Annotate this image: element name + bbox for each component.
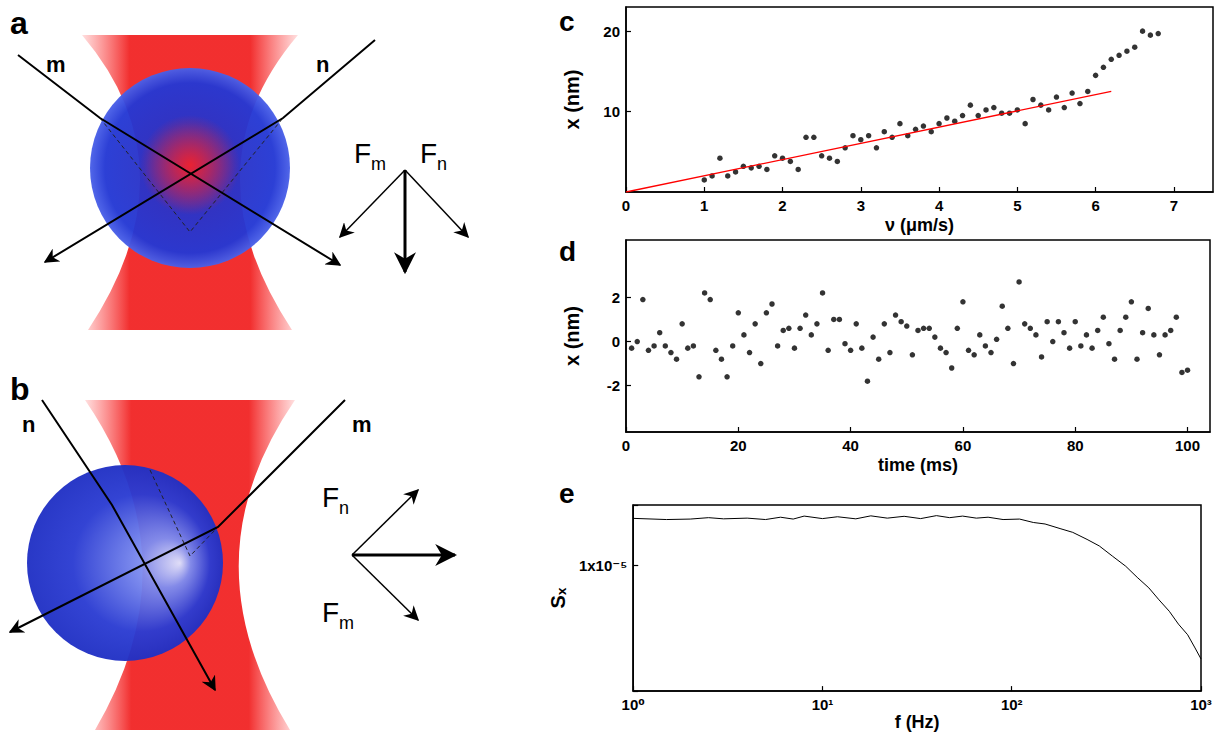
svg-text:3: 3 bbox=[857, 197, 865, 214]
svg-text:n: n bbox=[316, 52, 329, 77]
svg-text:5: 5 bbox=[1013, 197, 1021, 214]
svg-text:1: 1 bbox=[700, 197, 708, 214]
svg-text:Fn: Fn bbox=[420, 138, 447, 174]
svg-text:6: 6 bbox=[1091, 197, 1099, 214]
svg-text:n: n bbox=[22, 412, 35, 437]
svg-text:m: m bbox=[46, 52, 66, 77]
svg-text:10²: 10² bbox=[1001, 696, 1023, 713]
svg-text:0: 0 bbox=[612, 333, 620, 350]
svg-text:Fm: Fm bbox=[354, 138, 386, 174]
svg-text:x (nm): x (nm) bbox=[561, 70, 583, 130]
svg-text:Sₓ: Sₓ bbox=[547, 587, 569, 608]
svg-text:Fm: Fm bbox=[322, 597, 354, 633]
svg-text:10⁰: 10⁰ bbox=[622, 696, 645, 713]
svg-text:time (ms): time (ms) bbox=[878, 455, 958, 475]
svg-text:10¹: 10¹ bbox=[812, 696, 834, 713]
svg-text:80: 80 bbox=[1067, 437, 1084, 454]
svg-text:10³: 10³ bbox=[1190, 696, 1212, 713]
svg-text:0: 0 bbox=[622, 197, 630, 214]
svg-text:b: b bbox=[10, 371, 30, 407]
svg-text:2: 2 bbox=[612, 289, 620, 306]
svg-text:7: 7 bbox=[1170, 197, 1178, 214]
svg-text:1x10⁻⁵: 1x10⁻⁵ bbox=[579, 557, 627, 574]
svg-text:e: e bbox=[559, 478, 575, 509]
svg-text:-2: -2 bbox=[607, 377, 620, 394]
svg-text:20: 20 bbox=[730, 437, 747, 454]
svg-text:60: 60 bbox=[955, 437, 972, 454]
svg-text:ν (μm/s): ν (μm/s) bbox=[885, 215, 954, 235]
svg-text:4: 4 bbox=[935, 197, 944, 214]
svg-text:f (Hz): f (Hz) bbox=[895, 712, 940, 732]
svg-text:Fn: Fn bbox=[322, 482, 349, 518]
svg-text:0: 0 bbox=[622, 437, 630, 454]
svg-text:a: a bbox=[10, 5, 28, 41]
svg-text:c: c bbox=[559, 6, 575, 37]
svg-text:2: 2 bbox=[778, 197, 786, 214]
svg-text:m: m bbox=[352, 412, 372, 437]
svg-text:20: 20 bbox=[603, 23, 620, 40]
svg-text:x (nm): x (nm) bbox=[561, 306, 583, 366]
svg-text:d: d bbox=[559, 236, 576, 267]
svg-text:40: 40 bbox=[842, 437, 859, 454]
svg-text:10: 10 bbox=[603, 103, 620, 120]
svg-text:100: 100 bbox=[1175, 437, 1200, 454]
